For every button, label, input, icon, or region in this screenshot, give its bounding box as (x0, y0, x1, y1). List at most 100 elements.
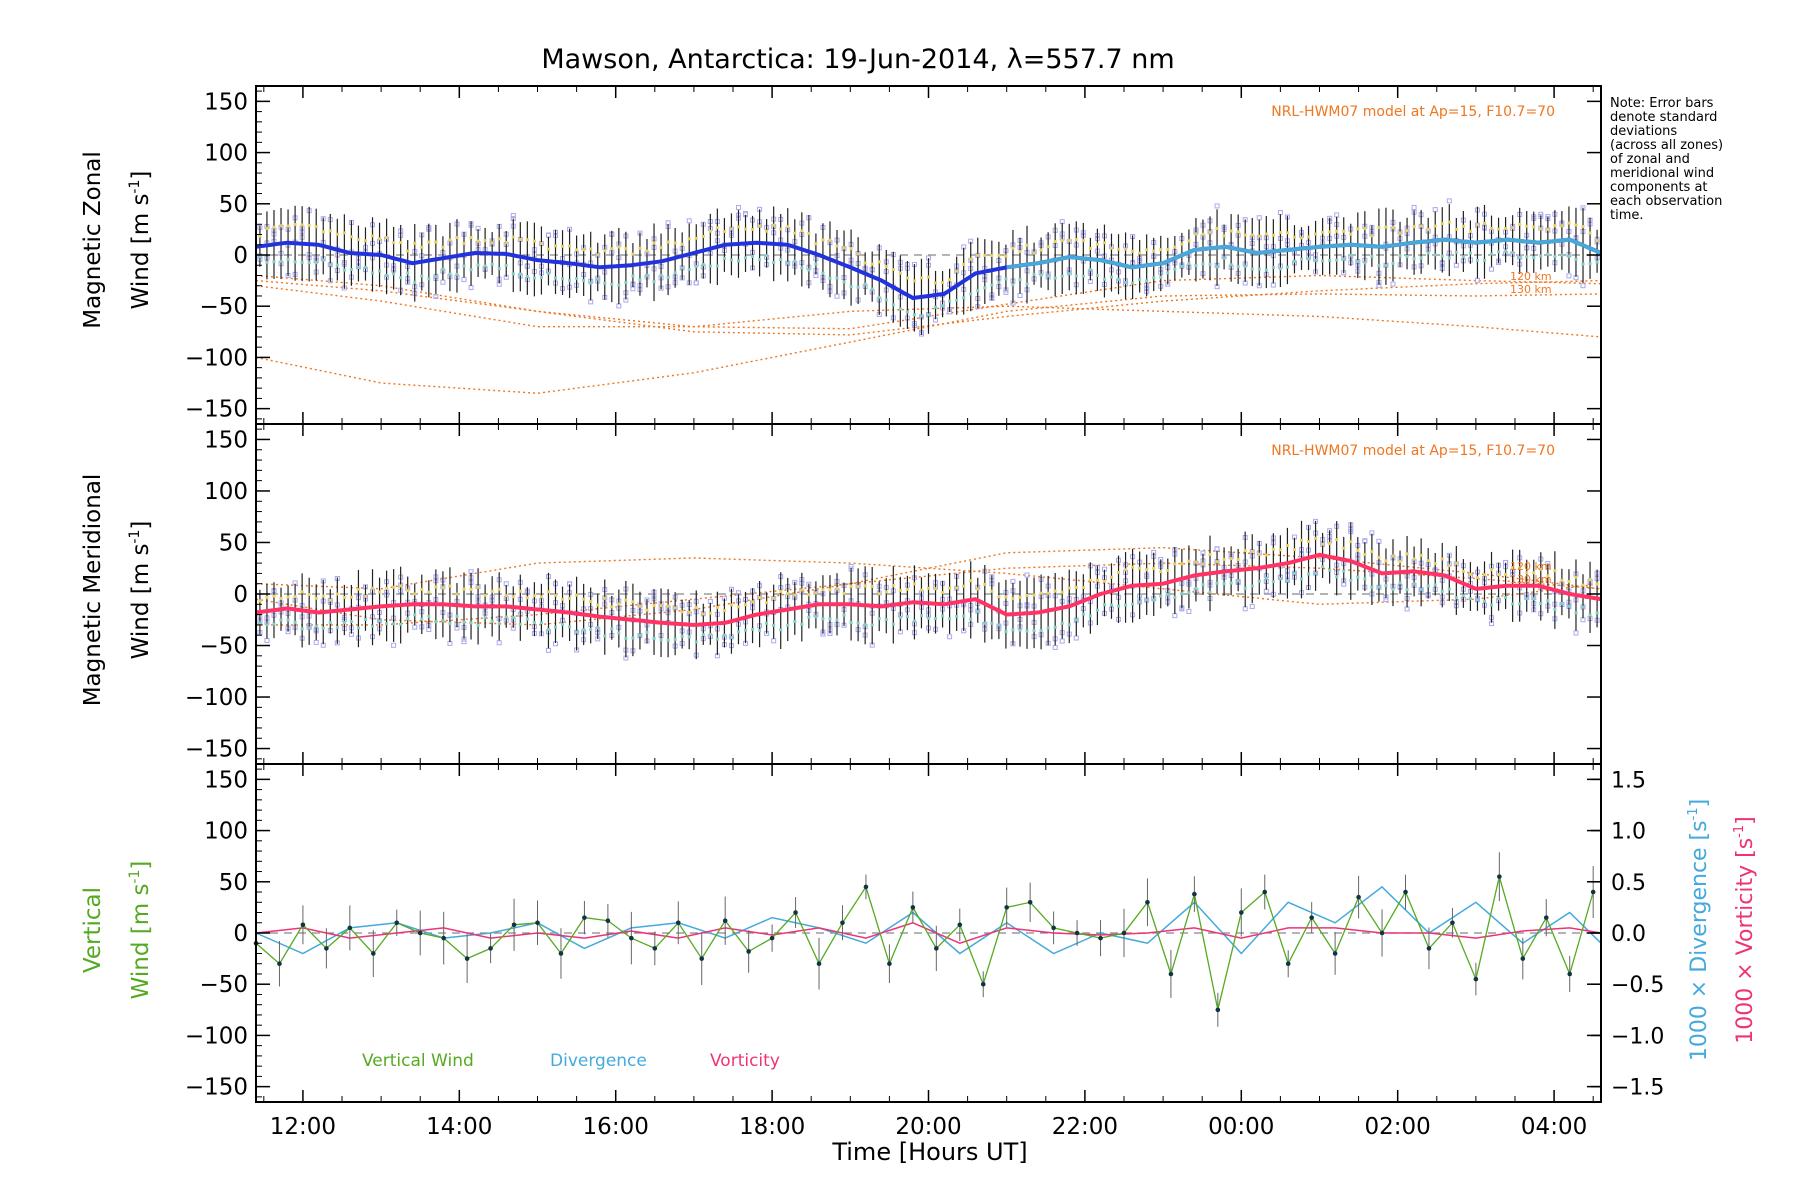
zonal-zone-point (300, 223, 304, 227)
meridional-zone-point (518, 622, 522, 626)
zonal-zone-point (1363, 226, 1367, 230)
meridional-zone-point (694, 606, 698, 610)
zonal-zone-point (1159, 275, 1163, 279)
meridional-zone-point (736, 630, 740, 634)
meridional-zone-point (1574, 575, 1578, 579)
meridional-zone-point (1581, 583, 1585, 587)
zonal-zone-point (884, 298, 888, 302)
zonal-zone-point (793, 259, 797, 263)
meridional-zone-point (1004, 595, 1008, 599)
meridional-zone-point (272, 594, 276, 598)
divergence-axis-label: 1000 × Divergence [s-1] (1686, 799, 1712, 1061)
zonal-zone-point (342, 231, 346, 235)
zonal-zone-point (856, 252, 860, 256)
zonal-zone-point (1525, 224, 1529, 228)
zonal-zone-point (603, 281, 607, 285)
meridional-zone-point (469, 621, 473, 625)
meridional-zone-point (265, 595, 269, 599)
zonal-zone-point (335, 263, 339, 267)
meridional-zone-point (1581, 605, 1585, 609)
meridional-zone-point (1567, 604, 1571, 608)
zonal-zone-point (1567, 254, 1571, 258)
meridional-zone-point (870, 584, 874, 588)
zonal-zone-point (518, 237, 522, 241)
meridional-zone-point (1053, 589, 1057, 593)
zonal-zone-point (1201, 262, 1205, 266)
zonal-zone-point (413, 280, 417, 284)
zonal-zone-point (1553, 255, 1557, 259)
zonal-zone-point (617, 245, 621, 249)
meridional-zone-point (983, 621, 987, 625)
meridional-zone-point (321, 594, 325, 598)
meridional-zone-point (462, 587, 466, 591)
meridional-zone-point (1468, 597, 1472, 601)
zonal-zone-point (1208, 262, 1212, 266)
meridional-zone-point (751, 600, 755, 604)
zonal-zone-point (1088, 246, 1092, 250)
meridional-zone-point (715, 637, 719, 641)
zonal-zone-point (969, 257, 973, 261)
zonal-zone-point (392, 241, 396, 245)
zonal-zone-point (1426, 251, 1430, 255)
meridional-zone-point (800, 622, 804, 626)
zonal-zone-point (1243, 233, 1247, 237)
zonal-zone-point (539, 241, 543, 245)
meridional-zone-point (1215, 581, 1219, 585)
zonal-zone-point (596, 277, 600, 281)
meridional-zone-point (941, 614, 945, 618)
vertical-wind-point (957, 922, 963, 928)
zonal-zone-point (1236, 265, 1240, 269)
zonal-zone-point (1018, 278, 1022, 282)
meridional-zone-point (1109, 603, 1113, 607)
zonal-zone-point (1152, 249, 1156, 253)
zonal-zone-point (744, 227, 748, 231)
meridional-zone-point (990, 621, 994, 625)
meridional-zone-point (427, 590, 431, 594)
meridional-zone-point (532, 594, 536, 598)
meridional-zone-point (1032, 628, 1036, 632)
meridional-zone-point (624, 636, 628, 640)
zonal-zone-point (589, 281, 593, 285)
vertical-wind-point (441, 935, 446, 941)
zonal-zone-point (1067, 238, 1071, 242)
meridional-zone-point (1095, 608, 1099, 612)
zonal-zone-point (1468, 229, 1472, 233)
zonal-zone-point (1109, 275, 1113, 279)
meridional-sample-point (461, 639, 467, 645)
meridional-zone-point (1342, 546, 1346, 550)
vertical-wind-point (1473, 976, 1479, 982)
zonal-zone-point (293, 222, 297, 226)
zonal-zone-point (708, 229, 712, 233)
zonal-zone-point (1335, 229, 1339, 233)
zonal-zone-point (1475, 223, 1479, 227)
zonal-zone-point (912, 279, 916, 283)
zonal-zone-point (1398, 254, 1402, 258)
zonal-zone-point (1546, 252, 1550, 256)
zonal-zone-point (976, 289, 980, 293)
zonal-zone-point (828, 238, 832, 242)
zonal-zone-point (1574, 258, 1578, 262)
meridional-zone-point (307, 593, 311, 597)
vertical-wind-point (840, 920, 845, 926)
meridional-zone-point (828, 588, 832, 592)
meridional-zone-point (1039, 591, 1043, 595)
zonal-zone-point (1398, 231, 1402, 235)
zonal-zone-point (272, 225, 276, 229)
meridional-zone-point (286, 618, 290, 622)
zonal-zone-point (701, 263, 705, 267)
meridional-zone-point (1356, 575, 1360, 579)
meridional-zone-point (1518, 602, 1522, 606)
zonal-zone-point (652, 241, 656, 245)
zonal-zone-point (363, 265, 367, 269)
legend-vertical-wind: Vertical Wind (362, 1051, 474, 1071)
vertical-wind-point (816, 961, 822, 967)
zonal-zone-point (525, 274, 529, 278)
meridional-zone-point (1145, 598, 1149, 602)
zonal-zone-point (371, 234, 375, 238)
zonal-zone-point (997, 280, 1001, 284)
zonal-ylabel-line1: Magnetic Zonal (80, 151, 106, 329)
zonal-zone-point (349, 235, 353, 239)
zonal-zone-point (905, 310, 909, 314)
zonal-zone-point (884, 265, 888, 269)
meridional-zone-point (884, 590, 888, 594)
